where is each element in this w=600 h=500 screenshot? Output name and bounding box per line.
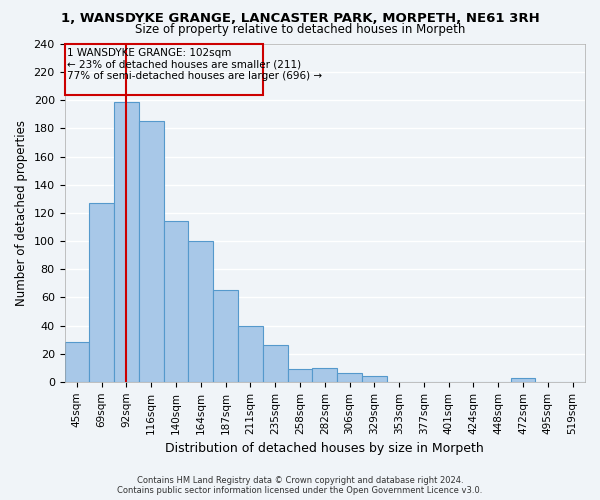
Bar bbox=[313, 368, 337, 382]
Bar bbox=[511, 378, 535, 382]
Bar bbox=[139, 122, 164, 382]
Bar bbox=[65, 44, 263, 94]
Bar bbox=[164, 222, 188, 382]
Bar bbox=[238, 326, 263, 382]
Text: Contains HM Land Registry data © Crown copyright and database right 2024.
Contai: Contains HM Land Registry data © Crown c… bbox=[118, 476, 482, 495]
X-axis label: Distribution of detached houses by size in Morpeth: Distribution of detached houses by size … bbox=[166, 442, 484, 455]
Bar bbox=[337, 374, 362, 382]
Bar bbox=[188, 241, 213, 382]
Bar bbox=[114, 102, 139, 382]
Bar bbox=[287, 369, 313, 382]
Bar bbox=[65, 342, 89, 382]
Text: 77% of semi-detached houses are larger (696) →: 77% of semi-detached houses are larger (… bbox=[67, 70, 322, 81]
Bar bbox=[89, 203, 114, 382]
Text: Size of property relative to detached houses in Morpeth: Size of property relative to detached ho… bbox=[135, 22, 465, 36]
Bar bbox=[213, 290, 238, 382]
Text: 1 WANSDYKE GRANGE: 102sqm: 1 WANSDYKE GRANGE: 102sqm bbox=[67, 48, 232, 58]
Text: 1, WANSDYKE GRANGE, LANCASTER PARK, MORPETH, NE61 3RH: 1, WANSDYKE GRANGE, LANCASTER PARK, MORP… bbox=[61, 12, 539, 26]
Bar bbox=[263, 345, 287, 382]
Text: ← 23% of detached houses are smaller (211): ← 23% of detached houses are smaller (21… bbox=[67, 60, 301, 70]
Y-axis label: Number of detached properties: Number of detached properties bbox=[15, 120, 28, 306]
Bar bbox=[362, 376, 387, 382]
